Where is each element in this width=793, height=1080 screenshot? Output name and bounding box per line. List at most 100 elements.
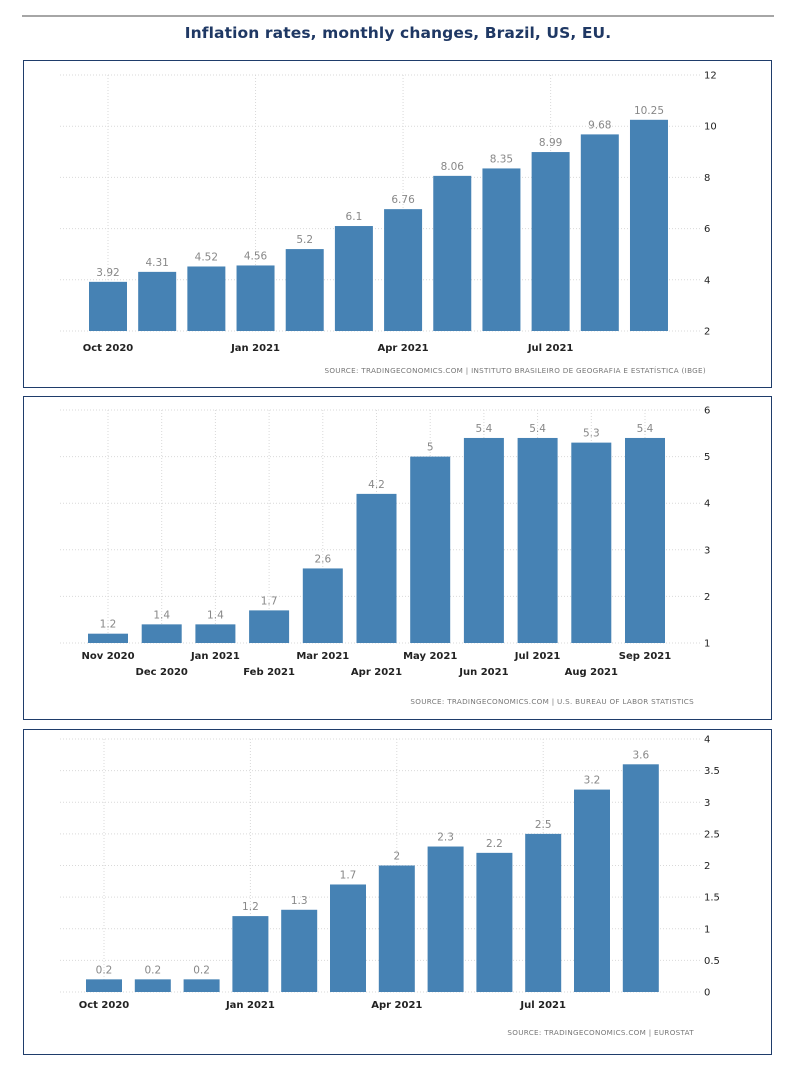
bar-jan-2021 bbox=[232, 916, 269, 992]
bar-apr-2021 bbox=[384, 209, 423, 331]
bar-apr-2021 bbox=[356, 493, 397, 643]
x-tick-label: Apr 2021 bbox=[351, 667, 402, 678]
data-label: 10.25 bbox=[634, 105, 664, 117]
x-tick-label: Jan 2021 bbox=[190, 651, 240, 662]
y-tick-label: 1 bbox=[704, 924, 710, 935]
y-tick-label: 6 bbox=[704, 406, 710, 417]
x-tick-label: Oct 2020 bbox=[79, 1000, 130, 1011]
data-label: 9.68 bbox=[588, 119, 611, 131]
data-label: 0.2 bbox=[193, 964, 210, 976]
source-note: SOURCE: TRADINGECONOMICS.COM | EUROSTAT bbox=[507, 1028, 694, 1037]
y-tick-label: 3 bbox=[704, 798, 710, 809]
y-tick-label: 0 bbox=[704, 988, 710, 999]
data-label: 8.06 bbox=[441, 161, 465, 173]
y-tick-label: 2 bbox=[704, 861, 710, 872]
y-tick-label: 1 bbox=[704, 639, 710, 650]
bar-mar-2021 bbox=[330, 884, 366, 992]
data-label: 4.56 bbox=[244, 250, 268, 262]
bar-sep-2021 bbox=[622, 764, 659, 992]
bar-sep-2021 bbox=[625, 437, 665, 643]
bar-jun-2021 bbox=[463, 437, 504, 643]
chart-panel-us: 1 2 3 4 5 6 1.2 1.4 1.4 1.7 2.6 4.2 5 5.4 5.4 5.3 5.4 Nov… bbox=[23, 396, 772, 720]
bar-jul-2021 bbox=[517, 437, 558, 643]
bar-nov-2020 bbox=[138, 271, 177, 331]
bar-feb-2021 bbox=[249, 610, 290, 643]
data-label: 4.2 bbox=[368, 479, 385, 491]
x-tick-label: Jul 2021 bbox=[519, 1000, 566, 1011]
y-tick-label: 4 bbox=[704, 275, 710, 286]
data-label: 1.2 bbox=[100, 619, 117, 631]
data-label: 2.5 bbox=[535, 819, 552, 831]
data-label: 5 bbox=[427, 442, 434, 454]
bar-dec-2020 bbox=[187, 266, 226, 331]
data-label: 5.2 bbox=[296, 234, 313, 246]
x-tick-label: Aug 2021 bbox=[565, 667, 618, 678]
x-tick-label: Apr 2021 bbox=[378, 343, 429, 354]
bar-oct-2020 bbox=[89, 281, 127, 331]
data-label: 2.3 bbox=[437, 832, 454, 844]
bar-jun-2021 bbox=[476, 852, 513, 992]
data-label: 1.7 bbox=[261, 595, 278, 607]
bar-sep-2021 bbox=[629, 119, 668, 331]
y-tick-label: 4 bbox=[704, 735, 710, 746]
bar-oct-2020 bbox=[86, 979, 122, 992]
y-tick-label: 3.5 bbox=[704, 766, 720, 777]
bar-jan-2021 bbox=[236, 265, 275, 331]
chart-us: 1 2 3 4 5 6 1.2 1.4 1.4 1.7 2.6 4.2 5 5.4 5.4 5.3 5.4 Nov… bbox=[60, 406, 710, 706]
x-tick-label: Jun 2021 bbox=[458, 667, 508, 678]
bar-may-2021 bbox=[427, 846, 464, 992]
y-tick-label: 2.5 bbox=[704, 829, 720, 840]
bar-nov-2020 bbox=[134, 979, 171, 992]
chart-brazil: 2 4 6 8 10 12 3.92 4.31 4.52 4.56 5.2 6.1 6.76 8.06 8.… bbox=[60, 71, 717, 375]
page-title: Inflation rates, monthly changes, Brazil… bbox=[184, 24, 612, 42]
x-tick-label: Dec 2020 bbox=[136, 667, 188, 678]
data-label: 3.6 bbox=[632, 749, 649, 761]
x-tick-label: Feb 2021 bbox=[243, 667, 295, 678]
bar-jul-2021 bbox=[531, 152, 570, 331]
x-tick-label: Jan 2021 bbox=[225, 1000, 275, 1011]
y-tick-label: 5 bbox=[704, 452, 710, 463]
bar-feb-2021 bbox=[285, 249, 324, 331]
data-label: 4.52 bbox=[195, 251, 218, 263]
y-tick-label: 12 bbox=[704, 71, 717, 82]
data-label: 2 bbox=[393, 851, 400, 863]
y-tick-label: 2 bbox=[704, 592, 710, 603]
bar-mar-2021 bbox=[302, 568, 343, 643]
source-note: SOURCE: TRADINGECONOMICS.COM | INSTITUTO… bbox=[324, 366, 706, 375]
data-label: 0.2 bbox=[96, 964, 113, 976]
x-tick-label: Mar 2021 bbox=[296, 651, 349, 662]
bar-aug-2021 bbox=[580, 134, 619, 331]
x-tick-label: Jul 2021 bbox=[527, 343, 574, 354]
data-label: 1.4 bbox=[207, 609, 224, 621]
data-label: 3.2 bbox=[584, 775, 601, 787]
x-tick-label: Nov 2020 bbox=[81, 651, 134, 662]
bar-may-2021 bbox=[410, 456, 451, 643]
x-tick-label: Jan 2021 bbox=[230, 343, 280, 354]
data-label: 2.6 bbox=[314, 553, 331, 565]
data-label: 8.99 bbox=[539, 137, 562, 149]
data-label: 5.4 bbox=[637, 423, 654, 435]
bar-aug-2021 bbox=[571, 442, 612, 643]
chart-panel-eu: 0 0.5 1 1.5 2 2.5 3 3.5 4 0.2 0.2 0.2 1.2 1.3 1.7 2 2.3 2… bbox=[23, 729, 772, 1055]
top-divider bbox=[22, 15, 774, 17]
y-tick-label: 0.5 bbox=[704, 956, 720, 967]
bar-nov-2020 bbox=[88, 633, 128, 643]
bar-may-2021 bbox=[433, 175, 472, 331]
x-tick-label: Oct 2020 bbox=[83, 343, 134, 354]
bar-jan-2021 bbox=[195, 624, 236, 643]
chart-panel-brazil: 2 4 6 8 10 12 3.92 4.31 4.52 4.56 5.2 6.1 6.76 8.06 8.… bbox=[23, 60, 772, 388]
bar-jun-2021 bbox=[482, 168, 521, 331]
data-label: 8.35 bbox=[490, 153, 513, 165]
y-tick-label: 2 bbox=[704, 327, 710, 338]
x-tick-label: May 2021 bbox=[403, 651, 457, 662]
bar-jul-2021 bbox=[525, 833, 562, 992]
x-tick-label: Sep 2021 bbox=[619, 651, 671, 662]
y-tick-label: 6 bbox=[704, 224, 710, 235]
data-label: 6.1 bbox=[346, 211, 363, 223]
y-tick-label: 4 bbox=[704, 499, 710, 510]
data-label: 3.92 bbox=[96, 267, 119, 279]
y-tick-label: 1.5 bbox=[704, 893, 720, 904]
data-label: 5.4 bbox=[529, 423, 546, 435]
x-tick-label: Apr 2021 bbox=[371, 1000, 422, 1011]
bar-apr-2021 bbox=[378, 865, 415, 992]
